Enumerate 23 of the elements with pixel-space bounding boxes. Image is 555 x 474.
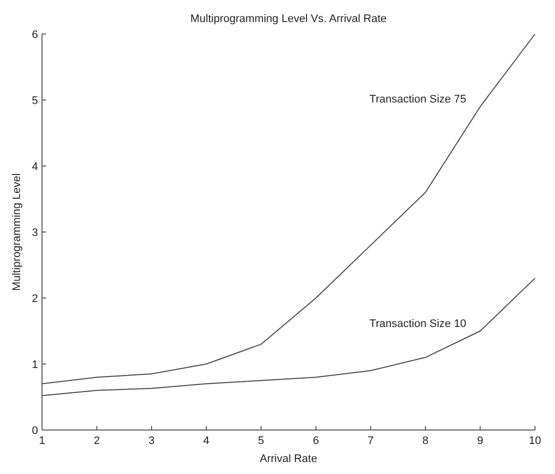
x-tick-label: 2 [94,435,100,447]
y-axis-title: Multiprogramming Level [11,173,23,291]
x-tick-label: 6 [312,435,319,447]
line-series [42,34,536,384]
x-tick-label: 7 [368,435,374,447]
x-tick-label: 3 [148,435,155,447]
series-label: Transaction Size 10 [369,318,466,330]
x-tick-label: 8 [422,435,429,447]
y-tick-label: 4 [32,161,38,173]
x-tick-label: 9 [477,435,484,447]
y-tick-label: 1 [32,359,38,371]
series-label: Transaction Size 75 [369,94,466,106]
line-series [42,278,536,396]
x-tick-label: 10 [528,435,542,447]
chart-title: Multiprogramming Level Vs. Arrival Rate [190,13,387,25]
y-tick-label: 2 [32,293,38,305]
y-tick-label: 0 [32,425,38,437]
y-tick-label: 6 [32,29,38,41]
y-tick-label: 3 [32,227,38,239]
x-tick-label: 4 [203,435,210,447]
x-axis-title: Arrival Rate [260,453,318,465]
y-tick-label: 5 [32,95,38,107]
x-tick-label: 5 [258,435,264,447]
